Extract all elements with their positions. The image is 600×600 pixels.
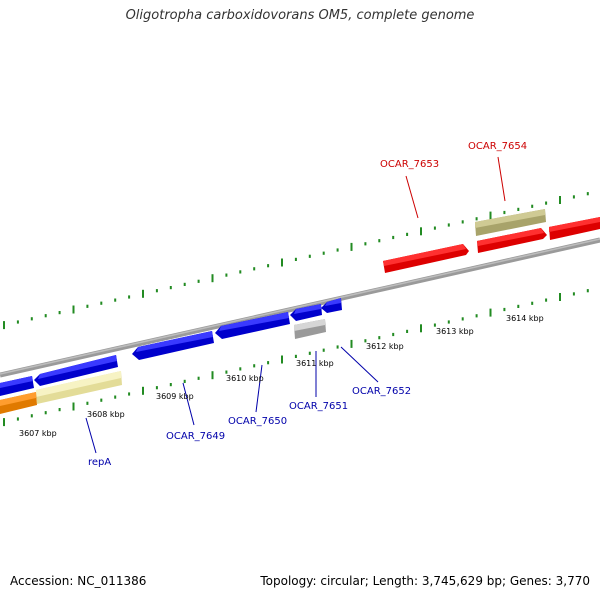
forward-genes [383,209,600,273]
gene-labels: OCAR_7653 OCAR_7654 repA OCAR_7649 OCAR_… [88,141,527,468]
scale-label: 3610 kbp [226,374,264,383]
gene-label-ocar-7649[interactable]: OCAR_7649 [166,431,225,442]
gene-blue-repa-left[interactable] [34,355,118,386]
gene-label-ocar-7652[interactable]: OCAR_7652 [352,386,411,397]
scale-label: 3613 kbp [436,327,474,336]
label-leaders [85,156,506,454]
scale-label: 3614 kbp [506,314,544,323]
gene-orange-left-edge[interactable] [0,392,37,414]
gene-ocar-7652-blue[interactable] [321,298,342,313]
gene-label-repa[interactable]: repA [88,457,111,468]
lower-tick-track [3,289,589,427]
scale-label: 3608 kbp [87,410,125,419]
scale-label: 3607 kbp [19,429,57,438]
scale-labels: 3607 kbp 3608 kbp 3609 kbp 3610 kbp 3611… [19,314,544,438]
upper-tick-track [3,192,589,330]
gene-ocar-7654-red[interactable] [477,228,547,253]
scale-label: 3609 kbp [156,392,194,401]
gene-repa[interactable] [36,371,122,404]
gene-ocar-7654-olive[interactable] [475,209,546,236]
gene-label-ocar-7654[interactable]: OCAR_7654 [468,141,527,152]
backbone [0,237,600,378]
gene-ocar-7649[interactable] [132,331,214,360]
gene-red-right-edge[interactable] [549,217,600,240]
reverse-genes [0,298,342,414]
gene-ocar-7653[interactable] [383,244,469,273]
accession-text: Accession: NC_011386 [10,574,147,588]
gene-ocar-7651-pseudo[interactable] [294,319,326,339]
map-title: Oligotropha carboxidovorans OM5, complet… [125,8,475,23]
scale-label: 3612 kbp [366,342,404,351]
scale-label: 3611 kbp [296,359,334,368]
gene-blue-left-edge[interactable] [0,376,34,396]
gene-ocar-7651-blue[interactable] [290,304,322,321]
genome-summary-text: Topology: circular; Length: 3,745,629 bp… [260,574,590,588]
gene-label-ocar-7653[interactable]: OCAR_7653 [380,159,439,170]
gene-ocar-7650[interactable] [215,312,290,339]
gene-label-ocar-7651[interactable]: OCAR_7651 [289,401,348,412]
gene-label-ocar-7650[interactable]: OCAR_7650 [228,416,287,427]
